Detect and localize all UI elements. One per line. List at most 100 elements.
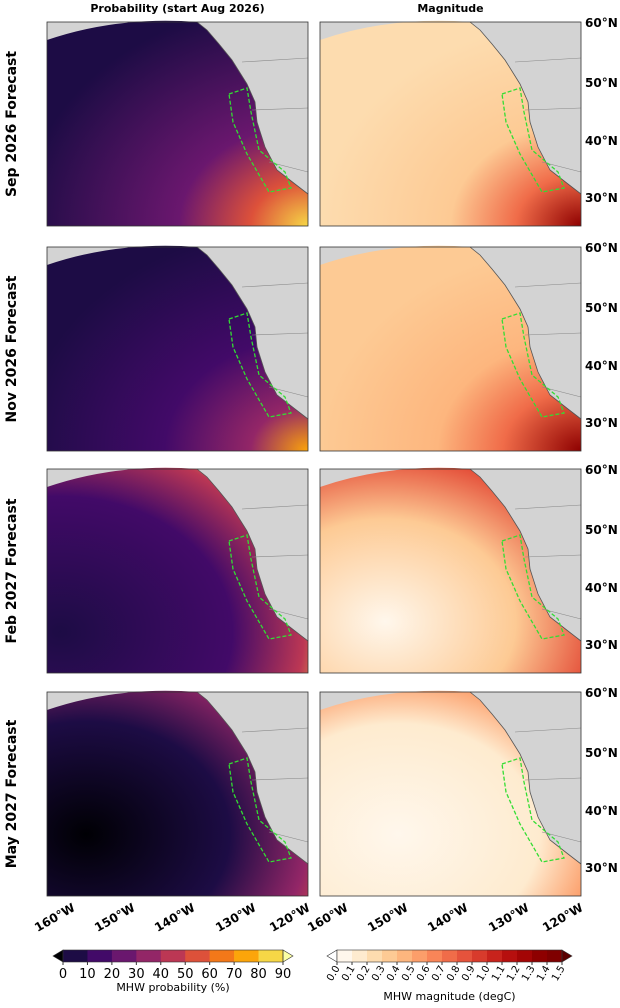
colorbar-tick-label: 0.8	[445, 964, 462, 983]
colorbar-bin	[111, 950, 137, 962]
coastline	[469, 691, 582, 865]
colorbar-bin	[532, 950, 548, 962]
colorbar-bin	[234, 950, 259, 962]
lat-label: 60°N	[585, 686, 618, 700]
lat-label: 40°N	[585, 359, 618, 373]
colorbar-tick-label: 90	[275, 967, 292, 982]
colorbar-tick-label: 80	[250, 967, 267, 982]
colorbar-tick-label: 0.9	[460, 964, 477, 983]
colorbar-extend-max	[561, 949, 573, 963]
map-panel	[319, 690, 582, 897]
colorbar-bin	[412, 950, 428, 962]
column-title: Probability (start Aug 2026)	[90, 2, 264, 15]
colorbar: 0.00.10.20.30.40.50.60.70.80.91.01.11.21…	[325, 949, 573, 1003]
ocean-field	[47, 20, 308, 226]
colorbar-extend-max	[282, 949, 294, 963]
colorbar-tick-label: 1.2	[505, 964, 522, 983]
colorbar-tick-label: 1.0	[475, 964, 492, 983]
coastline	[196, 691, 309, 865]
lat-label: 60°N	[585, 16, 618, 30]
panel-frame	[319, 21, 582, 227]
ocean-field	[47, 467, 308, 673]
colorbar-bin	[442, 950, 458, 962]
map-panel	[319, 20, 582, 227]
coastline	[196, 468, 309, 642]
region-outline	[501, 87, 565, 193]
lon-label: 120°W	[540, 900, 585, 934]
lat-label: 60°N	[585, 463, 618, 477]
column-title: Magnitude	[417, 2, 483, 15]
colorbar-tick-label: 60	[201, 967, 218, 982]
panel-frame	[319, 246, 582, 452]
map-panel	[319, 245, 582, 452]
map-panel	[46, 245, 309, 452]
lon-label: 160°W	[32, 900, 77, 934]
colorbar: 0 10 20 30 40 50 60 70 80 90 MHW probability (%)	[52, 949, 294, 994]
region-outline	[228, 87, 292, 193]
coastline	[469, 468, 582, 642]
coastline	[196, 246, 309, 420]
colorbar-tick-label: 0.7	[430, 964, 447, 983]
region-outline	[501, 757, 565, 863]
coastline	[469, 21, 582, 195]
colorbar-bin	[457, 950, 473, 962]
panel-frame	[46, 246, 309, 452]
lon-label: 150°W	[92, 900, 137, 934]
colorbar-bin	[427, 950, 443, 962]
colorbar-bin	[547, 950, 563, 962]
panel-frame	[319, 691, 582, 897]
lon-label: 130°W	[213, 900, 258, 934]
colorbar-bin	[487, 950, 503, 962]
colorbar-bin	[136, 950, 162, 962]
lon-label: 120°W	[267, 900, 312, 934]
ocean-field	[47, 690, 308, 896]
lat-label: 30°N	[585, 861, 618, 875]
colorbar-bin	[502, 950, 518, 962]
colorbar-tick-label: 1.5	[550, 964, 567, 983]
colorbar-bin	[337, 950, 353, 962]
panel-frame	[46, 691, 309, 897]
row-title: Sep 2026 Forecast	[4, 51, 20, 197]
colorbar-tick-label: 1.4	[535, 964, 552, 983]
lat-label: 50°N	[585, 746, 618, 760]
colorbar-bin	[209, 950, 235, 962]
colorbar-bin	[367, 950, 383, 962]
colorbar-bin	[382, 950, 398, 962]
map-panel	[319, 467, 582, 674]
colorbar-tick-label: 0.6	[415, 964, 432, 983]
lat-label: 30°N	[585, 638, 618, 652]
coastline	[196, 21, 309, 195]
region-outline	[228, 312, 292, 418]
colorbar-bin	[352, 950, 368, 962]
colorbar-tick-label: 10	[79, 967, 96, 982]
colorbar-tick-label: 0.3	[370, 964, 387, 983]
colorbar-bin	[160, 950, 186, 962]
colorbar-label: MHW probability (%)	[116, 981, 229, 994]
colorbar-tick-label: 0.4	[385, 964, 402, 983]
lat-label: 50°N	[585, 523, 618, 537]
colorbar-frame	[62, 949, 284, 963]
panel-frame	[46, 21, 309, 227]
colorbar-bin	[87, 950, 113, 962]
panel-frame	[319, 468, 582, 674]
row-title: Feb 2027 Forecast	[4, 498, 20, 643]
colorbar-extend-min	[52, 949, 64, 963]
colorbar-tick-label: 1.1	[490, 964, 507, 983]
lon-label: 140°W	[152, 900, 197, 934]
map-panel	[46, 467, 309, 674]
row-title: May 2027 Forecast	[4, 719, 20, 868]
map-panels	[46, 20, 582, 897]
region-outline	[501, 312, 565, 418]
region-outline	[228, 534, 292, 640]
lon-label: 130°W	[486, 900, 531, 934]
lat-label: 30°N	[585, 191, 618, 205]
lon-label: 140°W	[425, 900, 470, 934]
colorbar-tick-label: 0.2	[355, 964, 372, 983]
colorbar-frame	[336, 949, 563, 963]
colorbar-label: MHW magnitude (degC)	[383, 990, 515, 1003]
colorbar-tick-label: 1.3	[520, 964, 537, 983]
colorbar-tick-label: 20	[104, 967, 121, 982]
map-panel	[46, 690, 309, 897]
colorbar-bin	[258, 950, 284, 962]
